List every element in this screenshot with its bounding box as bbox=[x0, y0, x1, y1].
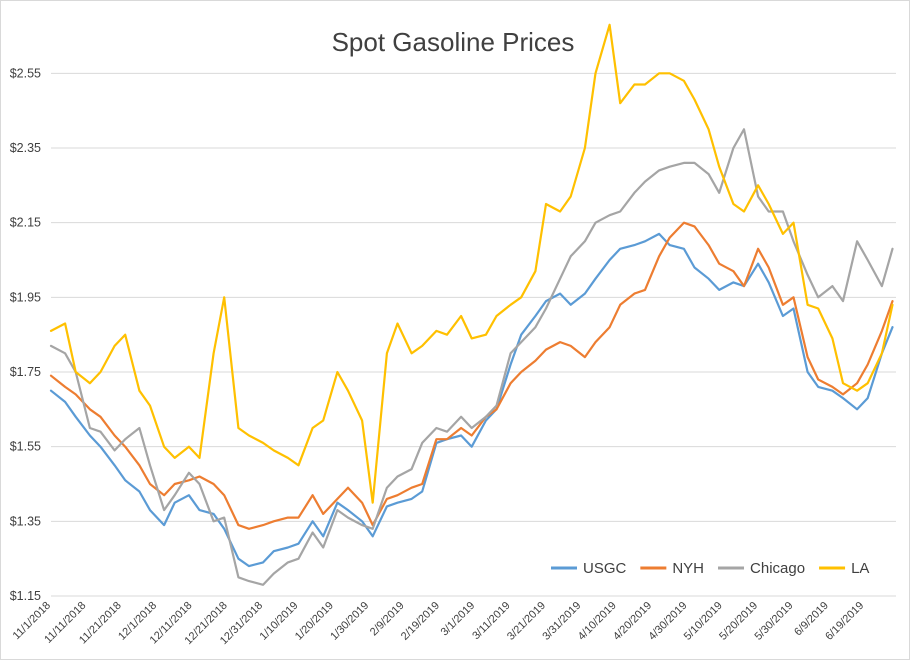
x-tick-label: 6/19/2019 bbox=[823, 600, 866, 643]
series-line-usgc bbox=[49, 232, 894, 568]
legend-item-chicago: Chicago bbox=[718, 560, 805, 577]
y-tick-label: $1.35 bbox=[10, 514, 41, 528]
series-line-chicago bbox=[49, 128, 894, 586]
legend: USGC NYH Chicago LA bbox=[551, 560, 869, 577]
y-tick-label: $1.15 bbox=[10, 589, 41, 603]
legend-item-usgc: USGC bbox=[551, 560, 627, 577]
legend-label: USGC bbox=[583, 560, 627, 577]
y-tick-label: $1.55 bbox=[10, 440, 41, 454]
y-tick-label: $2.55 bbox=[10, 66, 41, 80]
x-tick-label: 1/30/2019 bbox=[328, 600, 371, 643]
legend-label: Chicago bbox=[750, 560, 805, 577]
y-tick-label: $2.15 bbox=[10, 216, 41, 230]
chart-title: Spot Gasoline Prices bbox=[332, 27, 575, 57]
gridlines bbox=[51, 72, 896, 597]
x-tick-label: 5/30/2019 bbox=[753, 600, 796, 643]
x-axis-ticks: 11/1/201811/11/201811/21/201812/1/201812… bbox=[11, 600, 867, 647]
x-tick-label: 2/19/2019 bbox=[399, 600, 442, 643]
series-line-la bbox=[49, 23, 894, 504]
legend-item-la: LA bbox=[819, 560, 869, 577]
y-tick-label: $1.95 bbox=[10, 290, 41, 304]
legend-item-nyh: NYH bbox=[640, 560, 704, 577]
legend-label: LA bbox=[851, 560, 869, 577]
legend-label: NYH bbox=[672, 560, 704, 577]
series-line-nyh bbox=[49, 221, 894, 530]
series-lines bbox=[49, 23, 894, 586]
y-tick-label: $1.75 bbox=[10, 365, 41, 379]
y-tick-label: $2.35 bbox=[10, 141, 41, 155]
y-axis-ticks: $1.15 $1.35 $1.55 $1.75 $1.95 $2.15 $2.35 $2.55 bbox=[10, 66, 41, 603]
